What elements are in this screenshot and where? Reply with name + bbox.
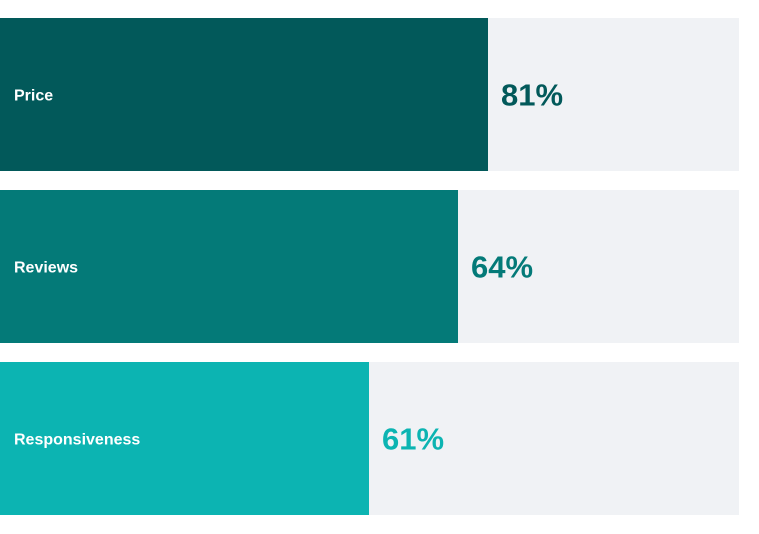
category-label: Responsiveness bbox=[14, 432, 140, 449]
bar-reviews bbox=[0, 190, 458, 343]
bar-responsiveness bbox=[0, 362, 369, 515]
value-label: 64% bbox=[471, 250, 533, 285]
value-label: 81% bbox=[501, 78, 563, 113]
value-label: 61% bbox=[382, 422, 444, 457]
bar-row-price: Price 81% bbox=[0, 18, 739, 171]
category-label: Price bbox=[14, 88, 53, 105]
bar-row-reviews: Reviews 64% bbox=[0, 190, 739, 343]
category-label: Reviews bbox=[14, 260, 78, 277]
bar-price bbox=[0, 18, 488, 171]
bar-row-responsiveness: Responsiveness 61% bbox=[0, 362, 739, 515]
